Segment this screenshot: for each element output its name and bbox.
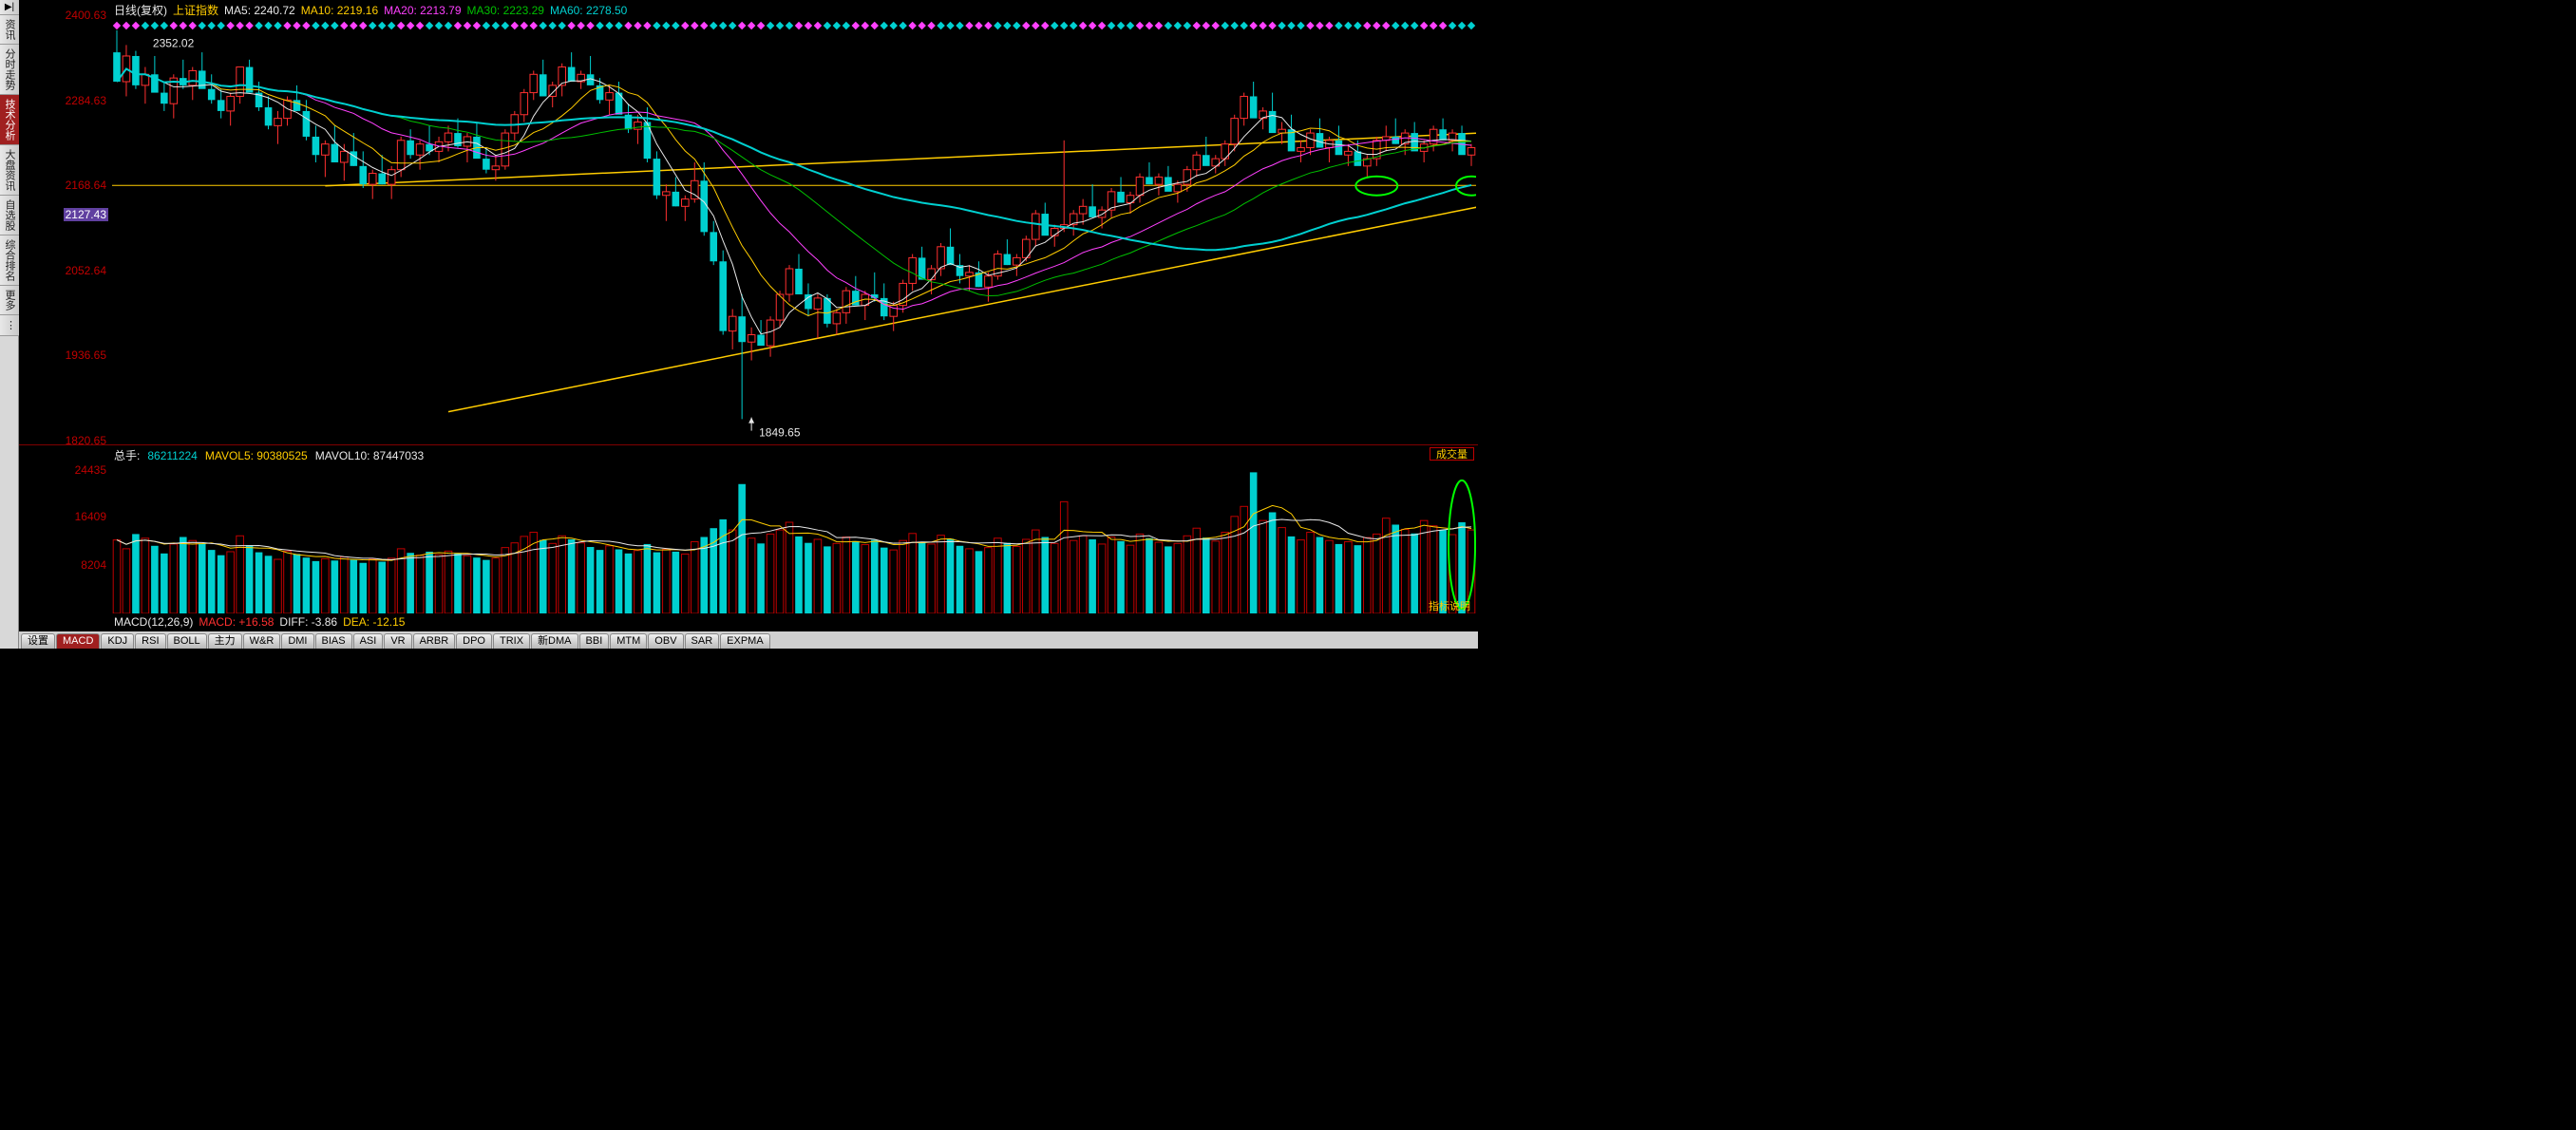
volume-plot[interactable]	[112, 461, 1476, 613]
indicator-tab-rsi[interactable]: RSI	[135, 633, 165, 649]
indicator-tab-kdj[interactable]: KDJ	[101, 633, 134, 649]
price-panel: 日线(复权)上证指数MA5: 2240.72MA10: 2219.16MA20:…	[19, 0, 1478, 443]
macd-dea: DEA: -12.15	[343, 615, 405, 629]
macd-value: MACD: +16.58	[199, 615, 274, 629]
left-tab-more[interactable]: ⋮	[0, 315, 19, 336]
svg-text:1849.65: 1849.65	[759, 426, 801, 440]
indicator-tab-macd[interactable]: MACD	[56, 633, 100, 649]
macd-readout: MACD(12,26,9) MACD: +16.58 DIFF: -3.86 DEA:…	[114, 615, 410, 629]
volume-panel: 总手:86211224MAVOL5: 90380525MAVOL10: 8744…	[19, 444, 1478, 615]
indicator-tab-bias[interactable]: BIAS	[315, 633, 352, 649]
volume-badge[interactable]: 成交量	[1430, 447, 1474, 461]
indicator-tab-boll[interactable]: BOLL	[167, 633, 207, 649]
price-ytick: 2400.63	[66, 9, 106, 22]
volume-ytick: 8204	[81, 558, 106, 572]
svg-text:2352.02: 2352.02	[153, 37, 195, 50]
price-ytick: 1936.65	[66, 348, 106, 362]
indicator-tab-asi[interactable]: ASI	[353, 633, 384, 649]
volume-ytick: 24435	[75, 463, 106, 477]
indicator-tab-mtm[interactable]: MTM	[610, 633, 647, 649]
price-plot[interactable]: 2352.02 1849.65	[112, 15, 1476, 441]
indicator-help[interactable]: 指标说明	[1425, 598, 1474, 613]
macd-params: MACD(12,26,9)	[114, 615, 193, 629]
indicator-tab-主力[interactable]: 主力	[208, 633, 242, 649]
left-tab-4[interactable]: 自选股	[0, 196, 19, 235]
indicator-tab-dmi[interactable]: DMI	[281, 633, 313, 649]
left-tab-strip: ▶| 资讯分时走势技术分析大盘资讯自选股综合排名更多⋮	[0, 0, 19, 649]
price-header: 日线(复权)上证指数MA5: 2240.72MA10: 2219.16MA20:…	[114, 2, 633, 15]
main-chart-area: 日线(复权)上证指数MA5: 2240.72MA10: 2219.16MA20:…	[19, 0, 1478, 649]
volume-yaxis: 24435 16409 8204	[19, 445, 110, 616]
indicator-tab-sar[interactable]: SAR	[685, 633, 720, 649]
volume-header: 总手:86211224MAVOL5: 90380525MAVOL10: 8744…	[114, 447, 431, 461]
macd-diff: DIFF: -3.86	[279, 615, 337, 629]
indicator-tab-obv[interactable]: OBV	[648, 633, 683, 649]
indicator-tab-bbi[interactable]: BBI	[579, 633, 610, 649]
price-yaxis: 2400.632284.632168.642052.641936.651820.…	[19, 0, 110, 443]
indicator-tab-新dma[interactable]: 新DMA	[531, 633, 578, 649]
left-tab-3[interactable]: 大盘资讯	[0, 145, 19, 196]
left-tab-1[interactable]: 分时走势	[0, 45, 19, 95]
indicator-tab-arbr[interactable]: ARBR	[413, 633, 456, 649]
left-tab-0[interactable]: 资讯	[0, 15, 19, 45]
price-ytick: 2168.64	[66, 179, 106, 192]
indicator-tab-dpo[interactable]: DPO	[456, 633, 492, 649]
volume-ytick: 16409	[75, 510, 106, 523]
collapse-icon[interactable]: ▶|	[0, 0, 19, 15]
indicator-tab-trix[interactable]: TRIX	[493, 633, 530, 649]
left-tab-2[interactable]: 技术分析	[0, 95, 19, 145]
price-ytick: 2052.64	[66, 264, 106, 277]
settings-button[interactable]: 设置	[21, 633, 55, 649]
left-tab-6[interactable]: 更多	[0, 286, 19, 315]
price-ytick: 2284.63	[66, 94, 106, 107]
left-tab-5[interactable]: 综合排名	[0, 235, 19, 286]
price-current-box: 2127.43	[64, 208, 108, 221]
indicator-tab-expma[interactable]: EXPMA	[720, 633, 770, 649]
indicator-tab-vr[interactable]: VR	[384, 633, 411, 649]
indicator-tabs: 设置 MACDKDJRSIBOLL主力W&RDMIBIASASIVRARBRDP…	[19, 631, 1478, 649]
indicator-tab-w&r[interactable]: W&R	[243, 633, 281, 649]
